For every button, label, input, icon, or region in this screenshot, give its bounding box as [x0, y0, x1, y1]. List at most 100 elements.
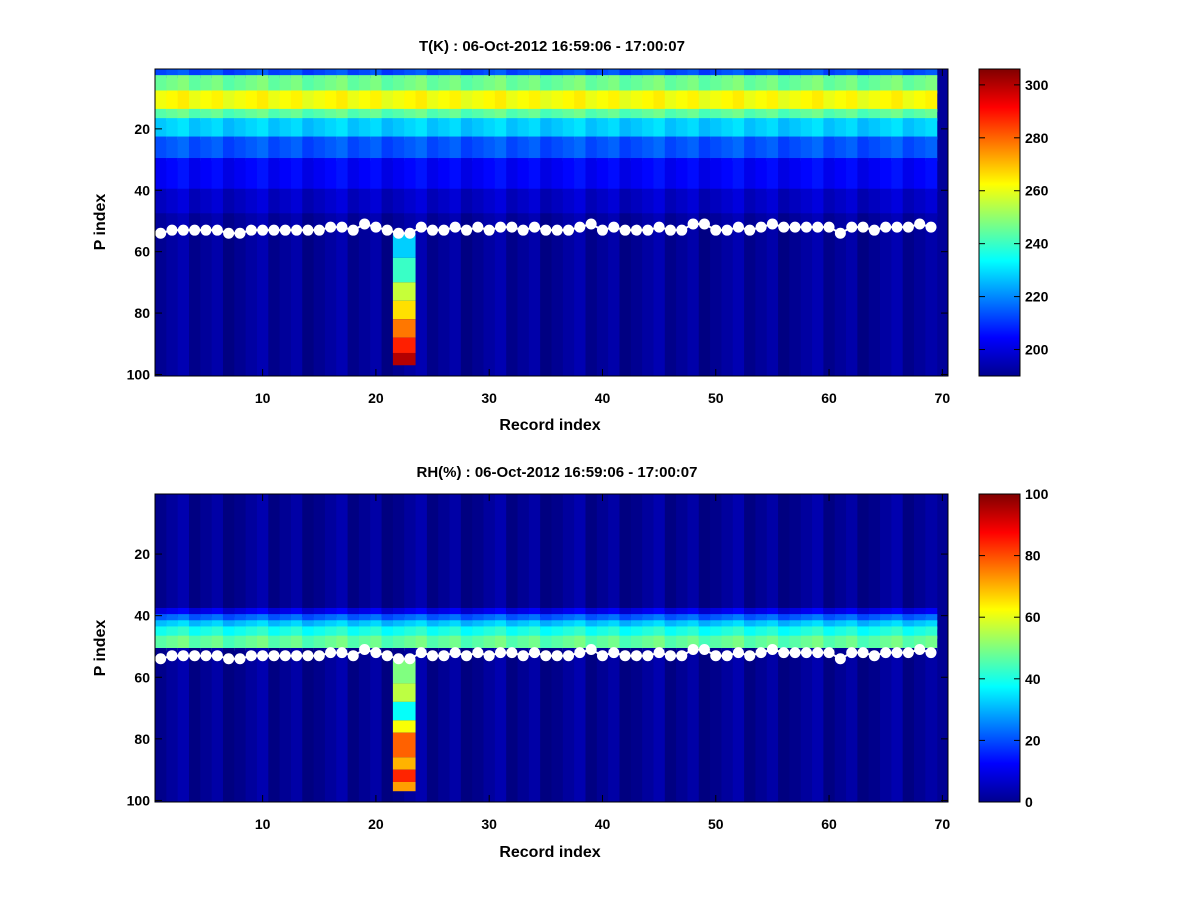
heatmap-cell [540, 626, 553, 639]
heatmap-cell [902, 648, 915, 802]
heatmap-cell [211, 118, 224, 140]
heatmap-cell [268, 635, 281, 652]
heatmap-cell [472, 494, 485, 612]
heatmap-cell [188, 108, 201, 122]
surface-marker [177, 650, 189, 662]
surface-marker [472, 221, 484, 233]
heatmap-cell [313, 136, 326, 162]
surface-marker [438, 650, 450, 662]
heatmap-cell [585, 75, 598, 94]
heatmap-cell [630, 648, 643, 802]
heatmap-cell [222, 90, 235, 112]
heatmap-cell [721, 108, 734, 122]
heatmap-cell [721, 213, 734, 232]
heatmap-cell [460, 188, 473, 217]
anomaly-cell [392, 732, 416, 758]
heatmap-cell [336, 90, 349, 112]
surface-marker [211, 224, 223, 236]
heatmap-cell [585, 614, 598, 624]
heatmap-cell [562, 118, 575, 140]
heatmap-cell [687, 626, 700, 639]
heatmap-cell [880, 136, 892, 162]
heatmap-cell [653, 635, 666, 652]
heatmap-cell [460, 626, 473, 639]
heatmap-cell [268, 648, 281, 802]
heatmap-cell [744, 494, 757, 612]
temperature-panel: T(K) : 06-Oct-2012 16:59:06 - 17:00:07 1… [92, 38, 1049, 434]
heatmap-cell [585, 626, 598, 639]
heatmap-cell [846, 108, 858, 122]
colorbar-tick-label: 60 [1025, 609, 1041, 625]
heatmap-cell [551, 75, 564, 94]
surface-marker [279, 224, 291, 236]
x-tick-label: 40 [595, 390, 611, 406]
heatmap-cell [234, 136, 247, 162]
heatmap-cell [358, 635, 371, 652]
heatmap-cell [721, 607, 734, 618]
heatmap-cell [472, 607, 485, 618]
heatmap-cell [302, 614, 315, 624]
heatmap-cell [698, 648, 711, 802]
heatmap-cell [268, 75, 281, 94]
heatmap-cell [812, 75, 824, 94]
heatmap-cell [630, 118, 643, 140]
heatmap-cell [404, 118, 417, 140]
heatmap-cell [596, 108, 609, 122]
heatmap-cell [574, 607, 587, 618]
heatmap-cell [574, 90, 587, 112]
heatmap-cell [732, 228, 745, 376]
heatmap-cell [290, 228, 303, 376]
heatmap-cell [642, 158, 655, 192]
heatmap-cell [358, 158, 371, 192]
heatmap-cell [834, 635, 847, 652]
heatmap-cell [460, 614, 473, 624]
heatmap-cell [732, 118, 745, 140]
surface-marker [574, 221, 586, 233]
heatmap-cell [812, 118, 824, 140]
heatmap-cell [415, 614, 428, 624]
heatmap-cell [540, 136, 553, 162]
heatmap-cell [687, 635, 700, 652]
heatmap-cell [528, 494, 541, 612]
heatmap-cell [596, 607, 609, 618]
humidity-plot-frame [154, 493, 949, 803]
heatmap-cell [358, 69, 371, 79]
heatmap-cell [324, 118, 337, 140]
heatmap-cell [415, 607, 428, 618]
heatmap-cell [676, 626, 689, 639]
heatmap-cell [222, 648, 235, 802]
heatmap-cell [494, 108, 507, 122]
heatmap-cell [494, 158, 507, 192]
heatmap-cell [222, 69, 235, 79]
surface-marker [721, 650, 733, 662]
heatmap-cell [404, 607, 417, 618]
heatmap-cell [789, 648, 802, 802]
surface-marker [393, 653, 405, 665]
heatmap-cell [880, 118, 892, 140]
heatmap-cell [574, 635, 587, 652]
y-tick-label: 40 [134, 182, 150, 198]
heatmap-cell [800, 607, 813, 618]
heatmap-cell [676, 213, 689, 232]
heatmap-cell [426, 494, 439, 612]
heatmap-cell [653, 75, 666, 94]
heatmap-cell [404, 635, 417, 652]
heatmap-cell [721, 158, 734, 192]
surface-marker [517, 650, 529, 662]
heatmap-cell [846, 620, 858, 630]
heatmap-cell [290, 118, 303, 140]
anomaly-cell [392, 319, 416, 338]
heatmap-cell [381, 90, 394, 112]
heatmap-cell [551, 614, 564, 624]
heatmap-cell [823, 108, 836, 122]
heatmap-cell [506, 75, 519, 94]
heatmap-cell [245, 228, 258, 376]
heatmap-cell [415, 228, 428, 376]
heatmap-cell [608, 75, 621, 94]
heatmap-cell [812, 494, 824, 612]
anomaly-cell [392, 720, 416, 733]
heatmap-cell [585, 118, 598, 140]
heatmap-cell [857, 494, 870, 612]
heatmap-cell [540, 75, 553, 94]
heatmap-cell [358, 614, 371, 624]
